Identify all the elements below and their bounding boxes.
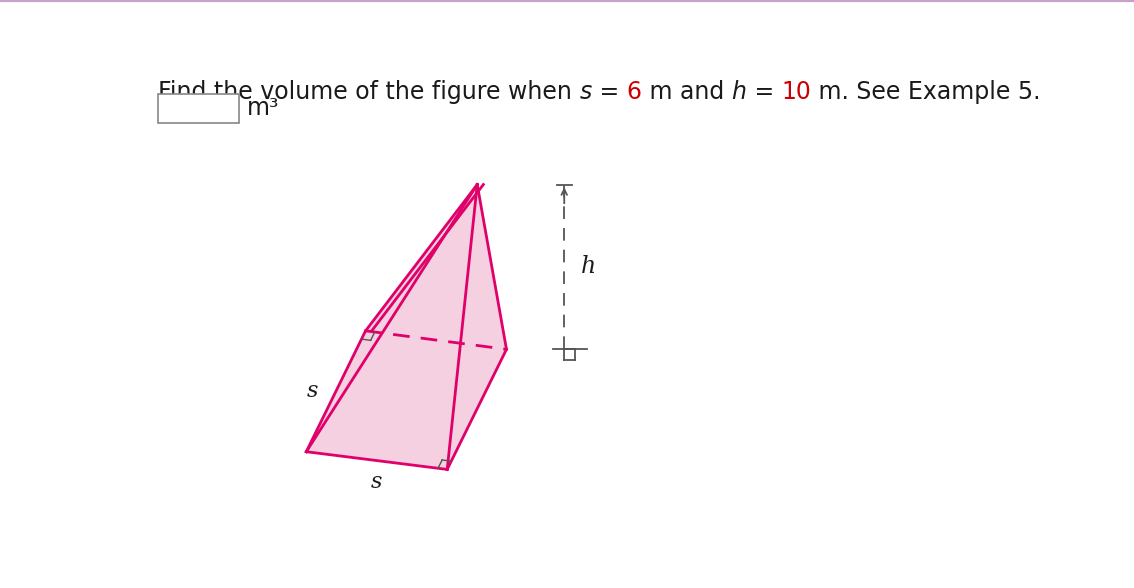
Polygon shape bbox=[306, 185, 477, 452]
Polygon shape bbox=[447, 185, 507, 469]
FancyBboxPatch shape bbox=[159, 93, 239, 123]
Text: Find the volume of the figure when: Find the volume of the figure when bbox=[159, 80, 579, 104]
Polygon shape bbox=[365, 185, 507, 349]
Text: h: h bbox=[581, 255, 596, 278]
Text: m. See Example 5.: m. See Example 5. bbox=[811, 80, 1041, 104]
Text: s: s bbox=[307, 380, 319, 402]
Text: m³: m³ bbox=[247, 96, 279, 121]
Text: =: = bbox=[592, 80, 627, 104]
Text: s: s bbox=[579, 80, 592, 104]
Text: =: = bbox=[746, 80, 781, 104]
Text: 6: 6 bbox=[627, 80, 642, 104]
Text: 10: 10 bbox=[781, 80, 811, 104]
Polygon shape bbox=[306, 331, 507, 469]
Text: s: s bbox=[371, 471, 382, 493]
Polygon shape bbox=[306, 185, 477, 469]
Text: m and: m and bbox=[642, 80, 731, 104]
Text: h: h bbox=[731, 80, 746, 104]
